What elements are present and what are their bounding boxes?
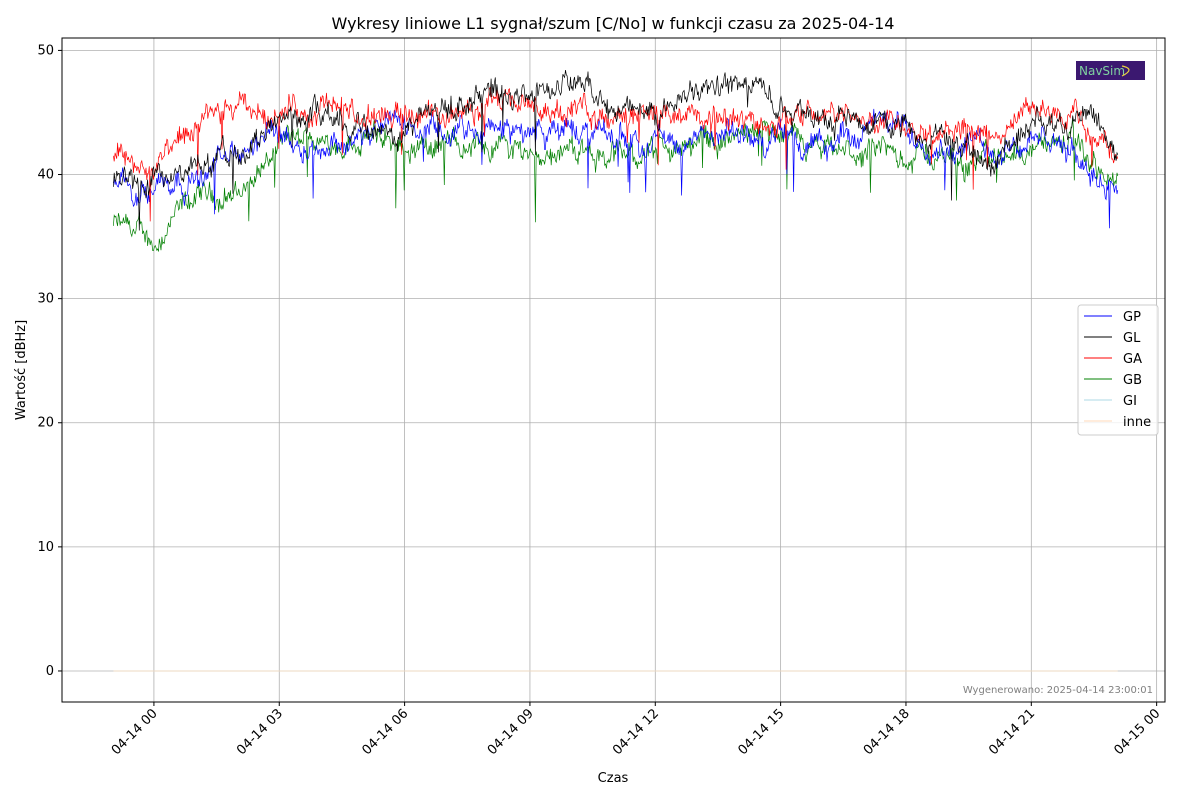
legend: GP GL GA GB GI inne <box>1077 304 1159 436</box>
legend-label: GB <box>1123 373 1142 388</box>
x-tick-label: 04-15 00 <box>1112 706 1164 758</box>
series-line-gb <box>113 119 1119 252</box>
series-lines <box>113 70 1119 672</box>
legend-label: GP <box>1123 310 1141 325</box>
y-axis-label: Wartość [dBHz] <box>14 320 29 420</box>
x-tick-label: 04-14 18 <box>861 706 913 758</box>
x-tick-label: 04-14 15 <box>736 706 788 758</box>
x-tick-label: 04-14 21 <box>986 706 1038 758</box>
y-tick-label: 0 <box>46 664 54 679</box>
y-tick-label: 30 <box>37 292 54 307</box>
legend-label: GA <box>1123 352 1142 367</box>
series-line-gl <box>113 70 1119 231</box>
x-tick-label: 04-14 06 <box>359 706 411 758</box>
navsim-logo: NavSim <box>1076 61 1145 80</box>
x-axis: 04-14 00 04-14 03 04-14 06 04-14 09 04-14 12… <box>109 702 1164 758</box>
series-line-ga <box>113 86 1119 222</box>
x-axis-label: Czas <box>598 771 629 786</box>
legend-label: inne <box>1123 415 1151 430</box>
x-tick-label: 04-14 00 <box>109 706 161 758</box>
legend-label: GI <box>1123 394 1137 409</box>
legend-label: GL <box>1123 331 1141 346</box>
x-tick-label: 04-14 12 <box>610 706 662 758</box>
y-tick-label: 20 <box>37 416 54 431</box>
series-line-gp <box>113 108 1119 229</box>
plot-frame <box>61 37 1166 703</box>
generated-annotation: Wygenerowano: 2025-04-14 23:00:01 <box>963 685 1153 696</box>
y-tick-label: 40 <box>37 168 54 183</box>
y-tick-label: 50 <box>37 43 54 58</box>
x-tick-label: 04-14 09 <box>485 706 537 758</box>
y-axis: 0 10 20 30 40 50 <box>37 43 62 679</box>
y-tick-label: 10 <box>37 540 54 555</box>
x-tick-label: 04-14 03 <box>234 706 286 758</box>
svg-text:NavSim: NavSim <box>1079 64 1125 78</box>
chart-title: Wykresy liniowe L1 sygnał/szum [C/No] w … <box>332 14 895 33</box>
